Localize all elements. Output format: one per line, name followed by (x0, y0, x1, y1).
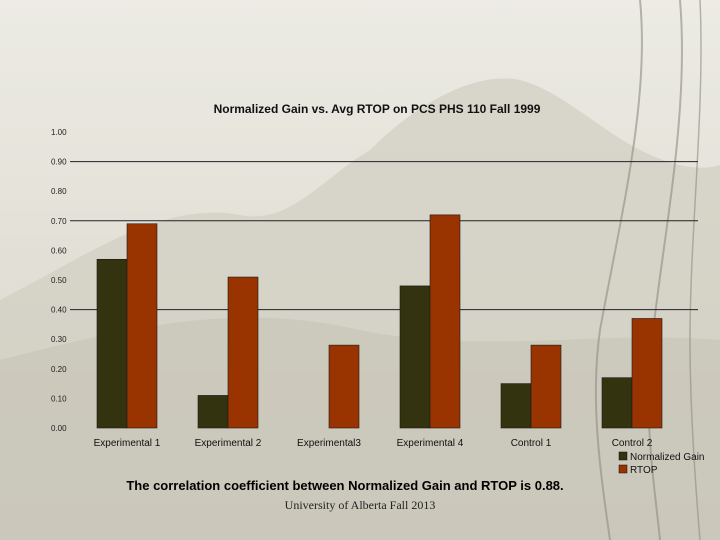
y-tick-label: 0.40 (51, 306, 67, 315)
bars (96, 214, 663, 429)
footer-text: University of Alberta Fall 2013 (284, 498, 436, 512)
y-tick-label: 1.00 (51, 128, 67, 137)
y-tick-label: 0.50 (51, 276, 67, 285)
y-tick-label: 0.20 (51, 365, 67, 374)
legend-label: Normalized Gain (630, 452, 704, 463)
correlation-caption: The correlation coefficient between Norm… (126, 478, 564, 493)
bar-normalized-gain (500, 383, 532, 429)
y-tick-label: 0.30 (51, 335, 67, 344)
bar-normalized-gain (601, 377, 633, 429)
bar-rtop (126, 223, 158, 429)
bar-normalized-gain (399, 285, 431, 429)
legend-swatch (618, 464, 628, 474)
y-tick-label: 0.90 (51, 158, 67, 167)
y-tick-label: 0.00 (51, 424, 67, 433)
gridlines (70, 161, 698, 311)
y-tick-label: 0.70 (51, 217, 67, 226)
legend-swatch (618, 451, 628, 461)
x-category-label: Experimental 1 (94, 438, 161, 449)
y-tick-label: 0.80 (51, 187, 67, 196)
x-category-label: Experimental 2 (195, 438, 262, 449)
y-tick-label: 0.60 (51, 246, 67, 255)
x-category-label: Experimental 4 (397, 438, 464, 449)
x-axis-labels: Experimental 1 Experimental 2 Experimental… (94, 438, 653, 449)
x-category-label: Control 1 (511, 438, 552, 449)
x-category-label: Experimental3 (297, 438, 361, 449)
bar-rtop (328, 344, 360, 429)
bar-normalized-gain (96, 258, 128, 429)
bar-rtop (631, 318, 663, 429)
chart-title: Normalized Gain vs. Avg RTOP on PCS PHS … (214, 102, 541, 116)
bar-rtop (429, 214, 461, 429)
bar-normalized-gain (197, 395, 229, 429)
y-axis-ticks: 0.00 0.10 0.20 0.30 0.40 0.50 0.60 0.70 0.80 0.90… (51, 128, 67, 433)
y-tick-label: 0.10 (51, 394, 67, 403)
bar-rtop (227, 276, 259, 429)
legend-label: RTOP (630, 465, 658, 476)
bar-rtop (530, 344, 562, 429)
legend: Normalized Gain RTOP (618, 451, 704, 476)
x-category-label: Control 2 (612, 438, 653, 449)
